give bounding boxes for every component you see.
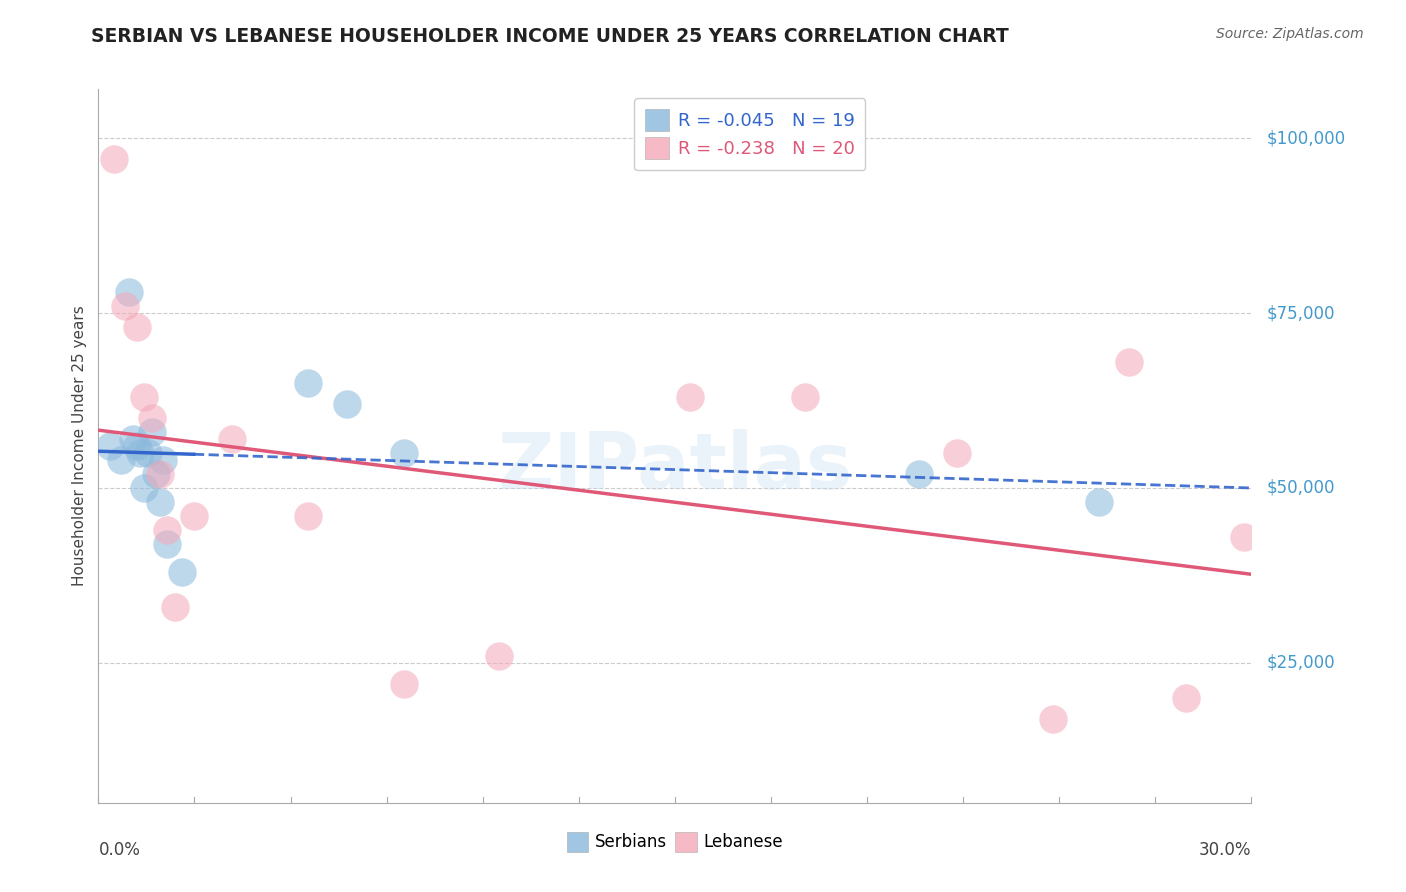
Point bbox=[183, 508, 205, 523]
Point bbox=[488, 648, 510, 663]
Text: $100,000: $100,000 bbox=[1267, 129, 1346, 147]
Point bbox=[136, 446, 159, 460]
Point bbox=[114, 299, 136, 313]
Point bbox=[141, 411, 163, 425]
Text: 0.0%: 0.0% bbox=[98, 841, 141, 859]
Text: 30.0%: 30.0% bbox=[1199, 841, 1251, 859]
Point bbox=[98, 439, 121, 453]
Point bbox=[125, 439, 148, 453]
Point bbox=[946, 446, 969, 460]
Point bbox=[392, 446, 415, 460]
Point bbox=[297, 508, 319, 523]
Text: SERBIAN VS LEBANESE HOUSEHOLDER INCOME UNDER 25 YEARS CORRELATION CHART: SERBIAN VS LEBANESE HOUSEHOLDER INCOME U… bbox=[91, 27, 1010, 45]
Point bbox=[1175, 690, 1198, 705]
Text: Source: ZipAtlas.com: Source: ZipAtlas.com bbox=[1216, 27, 1364, 41]
Point bbox=[118, 285, 141, 299]
Point bbox=[110, 453, 132, 467]
Point bbox=[297, 376, 319, 390]
Point bbox=[335, 397, 357, 411]
Point bbox=[103, 152, 125, 166]
Point bbox=[221, 432, 243, 446]
Text: $25,000: $25,000 bbox=[1267, 654, 1336, 672]
Point bbox=[163, 599, 186, 614]
Point bbox=[1042, 712, 1064, 726]
Point bbox=[129, 446, 152, 460]
Text: ZIPatlas: ZIPatlas bbox=[498, 429, 852, 506]
Legend: Serbians, Lebanese: Serbians, Lebanese bbox=[560, 825, 790, 859]
Text: $75,000: $75,000 bbox=[1267, 304, 1336, 322]
Y-axis label: Householder Income Under 25 years: Householder Income Under 25 years bbox=[72, 306, 87, 586]
Point bbox=[156, 537, 179, 551]
Point bbox=[148, 495, 170, 509]
Point bbox=[145, 467, 167, 481]
Point bbox=[121, 432, 143, 446]
Point bbox=[172, 565, 194, 579]
Point bbox=[134, 481, 156, 495]
Point bbox=[1087, 495, 1109, 509]
Point bbox=[679, 390, 702, 404]
Point bbox=[148, 467, 170, 481]
Point bbox=[392, 677, 415, 691]
Point bbox=[152, 453, 174, 467]
Text: $50,000: $50,000 bbox=[1267, 479, 1336, 497]
Point bbox=[1118, 355, 1140, 369]
Point bbox=[125, 320, 148, 334]
Point bbox=[134, 390, 156, 404]
Point bbox=[908, 467, 931, 481]
Point bbox=[156, 523, 179, 537]
Point bbox=[793, 390, 815, 404]
Point bbox=[141, 425, 163, 439]
Point bbox=[1233, 530, 1256, 544]
